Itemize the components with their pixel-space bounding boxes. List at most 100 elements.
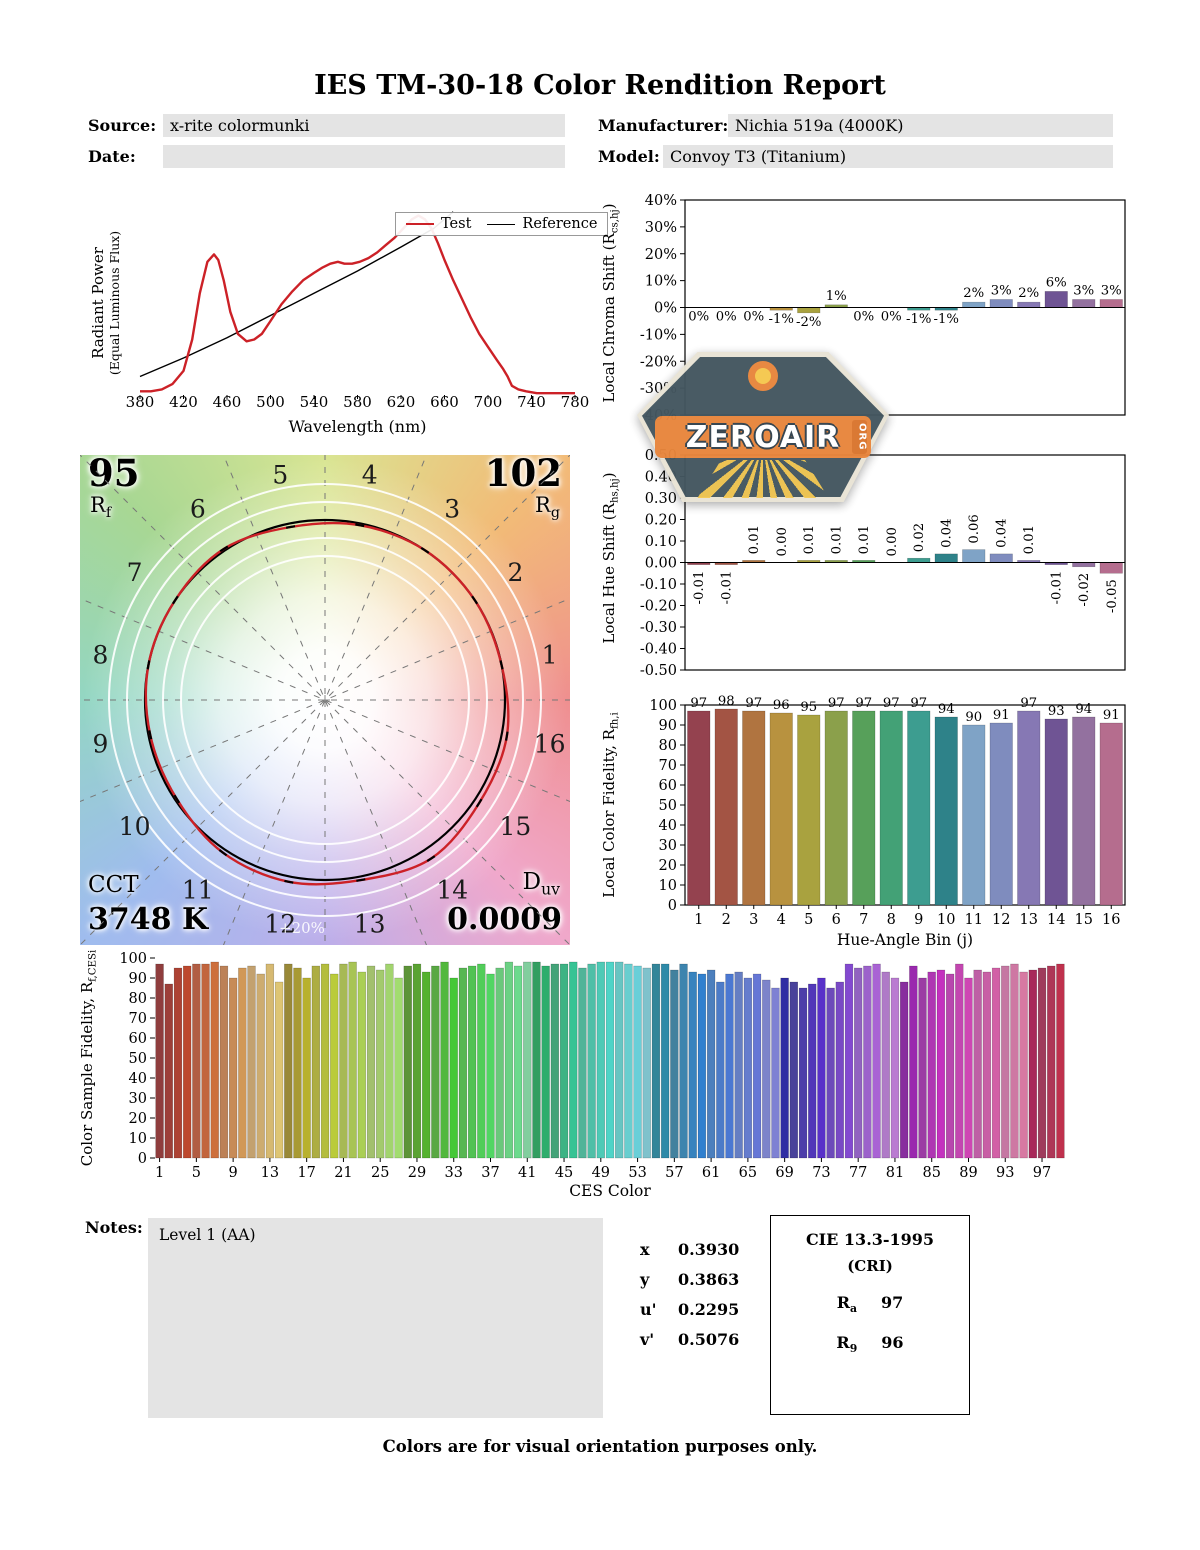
svg-text:5: 5 xyxy=(192,1165,201,1181)
notes-label: Notes: xyxy=(85,1218,143,1237)
date-label: Date: xyxy=(88,147,136,166)
svg-text:40: 40 xyxy=(129,1071,147,1087)
svg-text:Wavelength (nm): Wavelength (nm) xyxy=(288,417,426,436)
svg-text:14: 14 xyxy=(1047,912,1065,928)
svg-text:90: 90 xyxy=(659,718,677,734)
svg-text:420: 420 xyxy=(169,393,198,411)
hue-y-axis-label: Local Hue Shift (Rhs,hj) xyxy=(600,472,621,644)
svg-text:0.00: 0.00 xyxy=(885,527,900,556)
svg-text:Hue-Angle Bin (j): Hue-Angle Bin (j) xyxy=(837,931,973,949)
svg-text:660: 660 xyxy=(430,393,459,411)
svg-text:500: 500 xyxy=(256,393,285,411)
svg-text:15: 15 xyxy=(500,812,532,841)
svg-text:40: 40 xyxy=(659,818,677,834)
svg-text:80: 80 xyxy=(659,738,677,754)
svg-text:-1%: -1% xyxy=(769,312,794,327)
svg-text:11: 11 xyxy=(182,875,214,904)
chroma-y-axis-label: Local Chroma Shift (Rcs,hj) xyxy=(600,203,621,403)
cri-title: CIE 13.3-1995 xyxy=(805,1230,935,1249)
chromaticity-coordinates: x 0.3930 y 0.3863 u' 0.2295 v' 0.5076 xyxy=(640,1234,739,1354)
svg-text:-0.50: -0.50 xyxy=(640,663,677,679)
svg-text:0.02: 0.02 xyxy=(912,523,927,552)
svg-text:CES Color: CES Color xyxy=(569,1182,651,1200)
svg-text:45: 45 xyxy=(555,1165,573,1181)
svg-text:9: 9 xyxy=(229,1165,238,1181)
svg-text:14: 14 xyxy=(436,875,468,904)
svg-text:700: 700 xyxy=(474,393,503,411)
svg-text:30: 30 xyxy=(129,1091,147,1107)
svg-text:20: 20 xyxy=(129,1111,147,1127)
notes-box: Level 1 (AA) xyxy=(148,1218,603,1418)
svg-text:91: 91 xyxy=(1103,708,1120,723)
svg-text:40%: 40% xyxy=(645,193,677,209)
svg-text:94: 94 xyxy=(938,702,955,717)
svg-text:85: 85 xyxy=(922,1165,940,1181)
legend-test: Test xyxy=(406,216,471,232)
svg-text:-2%: -2% xyxy=(796,315,821,330)
svg-text:10: 10 xyxy=(937,912,955,928)
svg-text:97: 97 xyxy=(828,696,845,711)
svg-text:0%: 0% xyxy=(654,301,677,317)
svg-text:6: 6 xyxy=(832,912,841,928)
svg-text:2: 2 xyxy=(722,912,731,928)
svg-text:7: 7 xyxy=(859,912,868,928)
svg-text:100: 100 xyxy=(649,698,677,714)
test-line-swatch xyxy=(406,223,434,225)
duv-label: Duv xyxy=(522,868,560,899)
cri-ra-row: Ra 97 xyxy=(836,1293,904,1315)
svg-text:540: 540 xyxy=(300,393,329,411)
svg-text:-0.01: -0.01 xyxy=(720,571,735,605)
svg-text:60: 60 xyxy=(659,778,677,794)
cct-label: CCT xyxy=(88,872,139,898)
svg-text:-0.01: -0.01 xyxy=(1050,571,1065,605)
rg-value: 102 xyxy=(484,455,562,495)
svg-text:0%: 0% xyxy=(853,310,874,325)
svg-text:0: 0 xyxy=(138,1151,147,1167)
svg-text:0.30: 0.30 xyxy=(645,491,677,507)
light-beam-rays xyxy=(697,460,829,498)
cri-subtitle: (CRI) xyxy=(847,1257,893,1275)
svg-text:0.00: 0.00 xyxy=(645,556,677,572)
svg-text:2%: 2% xyxy=(1018,286,1039,301)
cri-box: CIE 13.3-1995 (CRI) Ra 97 R9 96 xyxy=(770,1215,970,1415)
spd-y-axis-label: Radiant Power (Equal Luminous Flux) xyxy=(89,230,122,376)
svg-text:740: 740 xyxy=(517,393,546,411)
svg-text:380: 380 xyxy=(126,393,155,411)
svg-text:50: 50 xyxy=(129,1051,147,1067)
svg-text:3: 3 xyxy=(749,912,758,928)
svg-text:0%: 0% xyxy=(743,310,764,325)
svg-text:4: 4 xyxy=(777,912,786,928)
local-hue-shift-chart: 0.500.400.300.200.100.00-0.10-0.20-0.30-… xyxy=(629,447,1129,697)
model-value: Convoy T3 (Titanium) xyxy=(663,145,1113,168)
manufacturer-value: Nichia 519a (4000K) xyxy=(728,114,1113,137)
footer-note: Colors are for visual orientation purpos… xyxy=(382,1437,818,1456)
svg-text:97: 97 xyxy=(1033,1165,1051,1181)
fidelity-y-axis-label: Local Color Fidelity, Rfh,i xyxy=(600,712,621,898)
legend-reference: Reference xyxy=(487,216,597,232)
svg-text:580: 580 xyxy=(343,393,372,411)
svg-text:81: 81 xyxy=(886,1165,904,1181)
svg-text:50: 50 xyxy=(659,798,677,814)
rf-value: 95 xyxy=(88,455,140,495)
svg-text:0.04: 0.04 xyxy=(995,519,1010,548)
svg-text:70: 70 xyxy=(659,758,677,774)
svg-text:96: 96 xyxy=(773,698,790,713)
svg-text:61: 61 xyxy=(702,1165,720,1181)
svg-text:-0.40: -0.40 xyxy=(640,642,677,658)
svg-text:80: 80 xyxy=(129,991,147,1007)
svg-text:70: 70 xyxy=(129,1011,147,1027)
svg-text:53: 53 xyxy=(628,1165,646,1181)
svg-text:0.01: 0.01 xyxy=(802,525,817,554)
svg-text:65: 65 xyxy=(739,1165,757,1181)
svg-text:11: 11 xyxy=(965,912,983,928)
svg-text:73: 73 xyxy=(812,1165,830,1181)
svg-text:0.01: 0.01 xyxy=(830,525,845,554)
svg-text:-0.20: -0.20 xyxy=(640,599,677,615)
svg-text:97: 97 xyxy=(910,696,927,711)
cct-value: 3748 K xyxy=(88,902,209,937)
rf-label: Rf xyxy=(90,493,112,521)
svg-text:97: 97 xyxy=(883,696,900,711)
svg-text:91: 91 xyxy=(993,708,1010,723)
svg-text:60: 60 xyxy=(129,1031,147,1047)
